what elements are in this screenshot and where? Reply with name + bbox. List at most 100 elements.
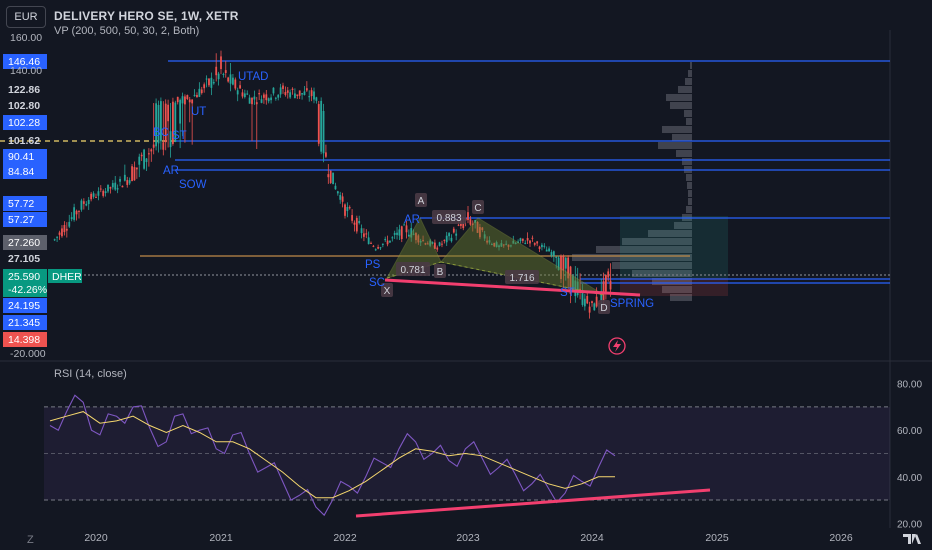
- candle-body: [179, 99, 182, 124]
- candle-body: [445, 235, 448, 243]
- price-axis-badge: [3, 164, 47, 179]
- price-axis-label: 14.398: [8, 334, 40, 346]
- volume-profile-bar: [684, 110, 692, 117]
- y-tick-label: 160.00: [10, 32, 42, 44]
- currency-button[interactable]: EUR: [6, 6, 46, 28]
- pattern-ratio-badge: [505, 270, 539, 284]
- candle-body: [548, 248, 550, 252]
- candle-body: [476, 221, 479, 233]
- lightning-icon-bolt: [613, 340, 621, 352]
- y-tick-label: 140.00: [10, 65, 42, 77]
- candle-body: [505, 243, 508, 245]
- candle-body: [488, 240, 491, 243]
- candle-body: [370, 242, 372, 244]
- candle-body: [327, 174, 330, 178]
- candle-body: [567, 257, 570, 279]
- price-axis-badge: [3, 315, 47, 330]
- candle-body: [332, 172, 334, 185]
- price-axis-label: 24.195: [8, 300, 40, 312]
- rsi-ma-line: [49, 411, 615, 499]
- pattern-ratio-badge: [432, 210, 466, 224]
- rsi-legend[interactable]: RSI (14, close): [54, 368, 127, 380]
- price-axis-badge: [3, 115, 47, 130]
- tradingview-logo-icon: [903, 534, 921, 544]
- candle-body: [114, 182, 117, 190]
- candle-body: [227, 77, 230, 82]
- price-axis-label: 21.345: [8, 317, 40, 329]
- candle-body: [212, 82, 215, 84]
- candle-body: [443, 239, 446, 241]
- candle-body: [450, 237, 453, 242]
- candle-body: [215, 66, 218, 76]
- candle-body: [56, 236, 58, 238]
- volume-profile-bar: [690, 62, 692, 69]
- candle-body: [493, 242, 496, 247]
- volume-profile-bar: [622, 238, 692, 245]
- candle-body: [152, 144, 155, 148]
- price-axis-label: 146.46: [8, 56, 40, 68]
- y-tick-label: -20.000: [10, 348, 46, 360]
- volume-profile-bar: [658, 142, 692, 149]
- price-axis-label: -42.26%: [8, 284, 47, 296]
- price-axis-badge: [3, 235, 47, 250]
- candle-body: [393, 232, 396, 235]
- candle-body: [147, 153, 150, 155]
- candle-body: [265, 94, 268, 101]
- candle-body: [70, 217, 73, 220]
- zoom-icon[interactable]: Z: [27, 534, 34, 546]
- candle-body: [111, 183, 114, 188]
- candle-body: [294, 93, 296, 99]
- volume-profile-legend[interactable]: VP (200, 500, 50, 30, 2, Both): [54, 25, 200, 37]
- candle-body: [609, 280, 612, 290]
- candle-body: [217, 73, 220, 80]
- volume-profile-bar: [652, 278, 692, 285]
- candle-body: [519, 238, 522, 242]
- wyckoff-label-ps: PS: [365, 259, 381, 271]
- candle-body: [208, 78, 210, 86]
- candle-body: [579, 288, 581, 291]
- candle-body: [410, 228, 413, 238]
- candle-body: [398, 229, 401, 236]
- candle-body: [405, 225, 408, 233]
- candle-body: [184, 96, 186, 105]
- candle-body: [572, 276, 574, 293]
- candle-body: [424, 243, 427, 245]
- lightning-icon-ring: [608, 337, 626, 355]
- candle-body: [498, 245, 500, 248]
- candle-body: [298, 90, 301, 96]
- pattern-ratio-badge: [396, 262, 430, 276]
- wyckoff-label-ut: UT: [191, 106, 206, 118]
- candle-body: [417, 235, 420, 243]
- candle-body: [220, 56, 222, 70]
- wyckoff-label-ar: AR: [404, 214, 420, 226]
- candle-body: [462, 222, 465, 229]
- rsi-line: [49, 394, 616, 517]
- price-axis-label: 27.260: [8, 237, 40, 249]
- candle-body: [196, 94, 198, 98]
- candle-body: [87, 199, 90, 205]
- candle-body: [500, 243, 503, 247]
- candle-body: [436, 247, 439, 250]
- wyckoff-label-st: ST: [560, 287, 575, 299]
- candle-body: [138, 156, 141, 165]
- candle-body: [53, 239, 56, 241]
- price-axis-badge: [3, 332, 47, 347]
- candle-body: [602, 281, 605, 301]
- candle-body: [555, 256, 558, 258]
- price-axis-label: 102.80: [8, 100, 40, 112]
- candle-body: [68, 221, 71, 227]
- candle-body: [576, 281, 579, 296]
- rsi-y-tick-label: 40.00: [897, 473, 922, 484]
- candle-body: [517, 241, 519, 243]
- candle-body: [65, 228, 68, 231]
- candle-body: [157, 104, 160, 144]
- candle-body: [467, 212, 469, 221]
- price-axis-badge: [3, 149, 47, 164]
- candle-body: [155, 103, 157, 147]
- candle-body: [552, 251, 555, 256]
- candle-body: [102, 190, 105, 196]
- candle-body: [90, 193, 93, 200]
- candle-body: [536, 241, 539, 244]
- candle-body: [313, 91, 315, 100]
